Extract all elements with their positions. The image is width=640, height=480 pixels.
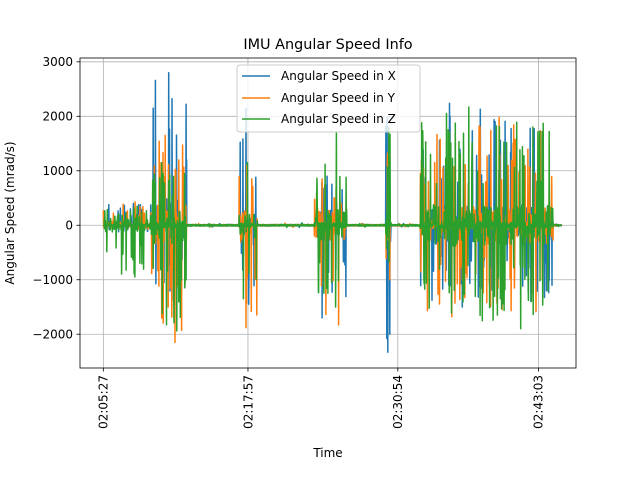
series-line-angular-speed-z bbox=[102, 106, 563, 332]
ticks: 3000 2000 1000 0 −1000 −2000 02:05:27 02:17:57 0… bbox=[32, 55, 545, 429]
series-layer bbox=[102, 71, 563, 353]
x-tick-label: 02:05:27 bbox=[97, 375, 111, 429]
y-axis-title: Angular Speed (mrad/s) bbox=[3, 141, 17, 284]
legend-box bbox=[236, 64, 421, 133]
y-tick-label: 0 bbox=[65, 219, 73, 233]
y-tick-label: 1000 bbox=[42, 164, 73, 178]
x-tick-label: 02:30:54 bbox=[391, 375, 405, 429]
x-axis-title: Time bbox=[312, 446, 342, 460]
y-tick-label: 2000 bbox=[42, 110, 73, 124]
y-tick-label: −1000 bbox=[32, 273, 73, 287]
chart-title: IMU Angular Speed Info bbox=[243, 37, 412, 53]
plot-frame bbox=[79, 57, 577, 369]
y-tick-label: 3000 bbox=[42, 55, 73, 69]
legend: Angular Speed in X Angular Speed in Y An… bbox=[236, 64, 421, 133]
x-tick-label: 02:43:03 bbox=[532, 375, 546, 429]
legend-label-x: Angular Speed in X bbox=[281, 69, 396, 83]
y-tick-label: −2000 bbox=[32, 328, 73, 342]
x-tick-label: 02:17:57 bbox=[241, 375, 255, 429]
legend-label-y: Angular Speed in Y bbox=[281, 91, 396, 105]
legend-label-z: Angular Speed in Z bbox=[281, 112, 396, 126]
